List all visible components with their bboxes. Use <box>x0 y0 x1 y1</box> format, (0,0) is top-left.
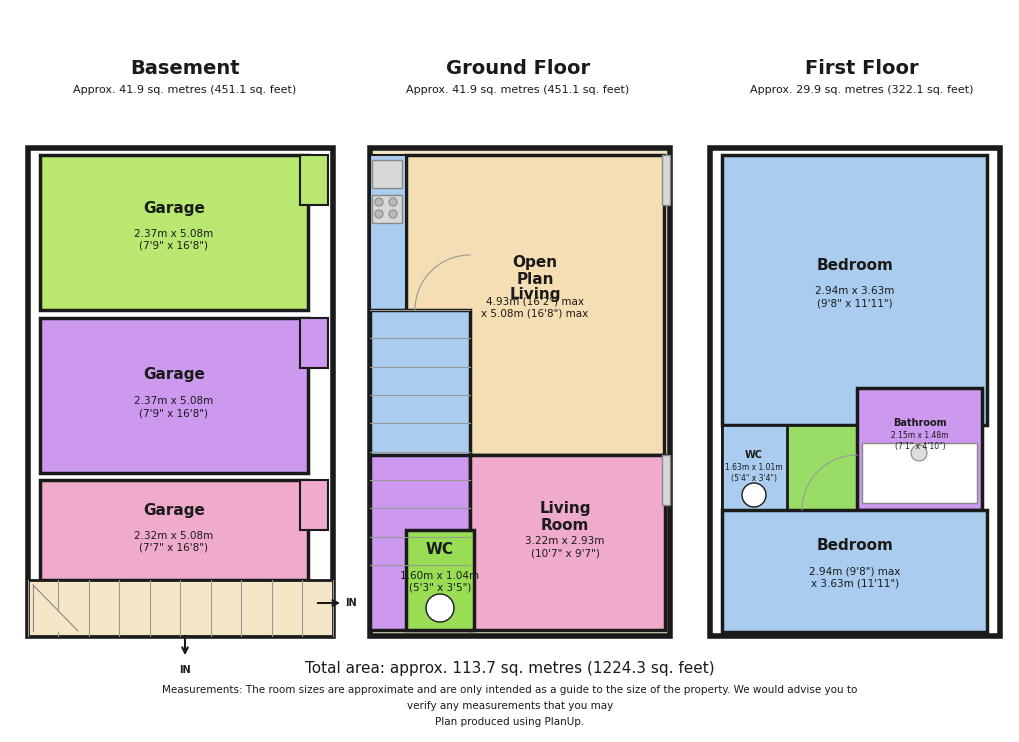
Bar <box>709 148 999 636</box>
Bar <box>40 155 308 310</box>
Bar <box>370 455 470 630</box>
Bar <box>721 155 986 425</box>
Bar <box>406 530 474 630</box>
Text: Plan: Plan <box>516 272 553 286</box>
Text: IN: IN <box>344 598 357 608</box>
Text: IN: IN <box>179 665 191 675</box>
Bar <box>370 310 470 565</box>
Text: (5'3" x 3'5"): (5'3" x 3'5") <box>409 583 471 593</box>
Text: Bedroom: Bedroom <box>816 537 893 553</box>
Circle shape <box>388 210 396 218</box>
Bar <box>28 148 332 636</box>
Text: (7'7" x 16'8"): (7'7" x 16'8") <box>140 543 208 553</box>
Text: Garage: Garage <box>143 200 205 215</box>
Text: 2.32m x 5.08m: 2.32m x 5.08m <box>135 531 213 541</box>
Text: x 5.08m (16'8") max: x 5.08m (16'8") max <box>481 308 588 318</box>
Text: 3.22m x 2.93m: 3.22m x 2.93m <box>525 536 604 546</box>
Text: Bathroom: Bathroom <box>893 418 946 428</box>
Bar <box>370 155 406 310</box>
Bar <box>406 155 663 455</box>
Text: Approx. 29.9 sq. metres (322.1 sq. feet): Approx. 29.9 sq. metres (322.1 sq. feet) <box>750 85 973 95</box>
Text: 1.60m x 1.04m: 1.60m x 1.04m <box>400 571 479 581</box>
Text: First Floor: First Floor <box>804 59 918 77</box>
Bar <box>861 443 976 503</box>
Polygon shape <box>33 585 77 631</box>
Bar <box>721 425 787 510</box>
Text: Bedroom: Bedroom <box>816 257 893 272</box>
Bar <box>300 155 328 205</box>
Text: Approx. 41.9 sq. metres (451.1 sq. feet): Approx. 41.9 sq. metres (451.1 sq. feet) <box>73 85 297 95</box>
Text: 2.94m x 3.63m: 2.94m x 3.63m <box>814 286 894 296</box>
Text: Approx. 41.9 sq. metres (451.1 sq. feet): Approx. 41.9 sq. metres (451.1 sq. feet) <box>406 85 629 95</box>
Bar <box>372 160 401 188</box>
Text: Room: Room <box>540 517 589 533</box>
Bar <box>856 388 981 510</box>
Bar <box>300 480 328 530</box>
Circle shape <box>375 210 382 218</box>
Text: Garage: Garage <box>143 367 205 382</box>
Text: WC: WC <box>426 542 453 557</box>
Bar <box>721 425 856 510</box>
Text: Garage: Garage <box>143 502 205 517</box>
Text: 2.94m (9'8") max: 2.94m (9'8") max <box>808 566 900 576</box>
Bar <box>40 480 308 580</box>
Circle shape <box>910 445 926 461</box>
Text: Basement: Basement <box>130 59 239 77</box>
Bar <box>470 455 664 630</box>
Text: Measurements: The room sizes are approximate and are only intended as a guide to: Measurements: The room sizes are approxi… <box>162 685 857 695</box>
Bar <box>372 195 401 223</box>
Text: 2.37m x 5.08m: 2.37m x 5.08m <box>135 229 213 239</box>
Bar <box>40 318 308 473</box>
Text: 2.37m x 5.08m: 2.37m x 5.08m <box>135 396 213 406</box>
Circle shape <box>388 198 396 206</box>
Text: Plan produced using PlanUp.: Plan produced using PlanUp. <box>435 717 584 727</box>
Text: (7'9" x 16'8"): (7'9" x 16'8") <box>140 408 208 418</box>
Bar <box>370 148 669 636</box>
Text: (5'4" x 3'4"): (5'4" x 3'4") <box>731 473 776 482</box>
Text: Open: Open <box>512 255 557 271</box>
Bar <box>661 455 669 505</box>
Text: Total area: approx. 113.7 sq. metres (1224.3 sq. feet): Total area: approx. 113.7 sq. metres (12… <box>305 660 714 675</box>
Text: x 3.63m (11'11"): x 3.63m (11'11") <box>810 578 898 588</box>
Text: (7'1" x 4'10"): (7'1" x 4'10") <box>894 441 945 450</box>
Text: Living: Living <box>539 502 590 516</box>
Bar <box>721 510 986 632</box>
Text: (10'7" x 9'7"): (10'7" x 9'7") <box>530 548 599 558</box>
Bar <box>661 155 669 205</box>
Text: (7'9" x 16'8"): (7'9" x 16'8") <box>140 241 208 251</box>
Bar <box>300 318 328 368</box>
Text: 2.15m x 1.48m: 2.15m x 1.48m <box>891 430 948 439</box>
Text: Living: Living <box>508 287 560 303</box>
Circle shape <box>375 198 382 206</box>
Bar <box>28 580 332 636</box>
Text: WC: WC <box>744 450 762 460</box>
Text: 4.93m (16'2") max: 4.93m (16'2") max <box>485 296 584 306</box>
Text: (9'8" x 11'11"): (9'8" x 11'11") <box>816 298 892 308</box>
Text: 1.63m x 1.01m: 1.63m x 1.01m <box>725 462 782 471</box>
Circle shape <box>741 483 765 507</box>
Text: Ground Floor: Ground Floor <box>445 59 589 77</box>
Circle shape <box>426 594 453 622</box>
Text: verify any measurements that you may: verify any measurements that you may <box>407 701 612 711</box>
